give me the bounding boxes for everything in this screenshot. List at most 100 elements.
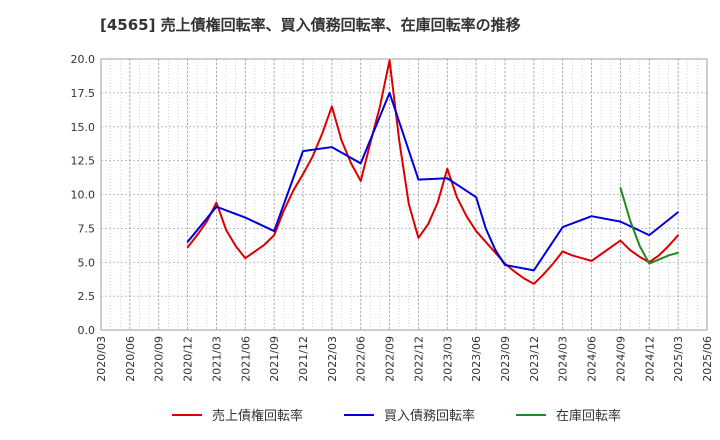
data-point: [475, 196, 477, 199]
legend-item-2: 買入債務回転率: [344, 408, 475, 424]
data-point: [484, 227, 487, 230]
x-tick-label: 2023/12: [528, 336, 541, 382]
data-point: [600, 253, 602, 255]
x-tick-label: 2024/12: [643, 336, 656, 382]
data-point: [359, 162, 362, 165]
data-point: [417, 178, 420, 181]
grid: [100, 58, 708, 331]
plot-area: [100, 58, 708, 331]
data-point: [388, 92, 391, 94]
data-point: [292, 189, 295, 192]
data-point: [456, 196, 458, 199]
data-point: [629, 219, 631, 222]
data-point: [484, 241, 487, 243]
data-point: [321, 132, 324, 135]
x-tick-label: 2024/09: [614, 336, 627, 382]
x-tick-label: 2021/06: [239, 336, 252, 382]
data-point: [234, 245, 237, 247]
data-point: [610, 246, 612, 249]
data-point: [273, 234, 275, 236]
x-tick-label: 2022/12: [412, 336, 425, 382]
data-point: [677, 234, 679, 236]
legend-label: 売上債権回転率: [212, 408, 303, 424]
data-point: [186, 246, 189, 249]
data-point: [302, 150, 304, 152]
data-point: [542, 273, 545, 276]
data-point: [196, 234, 198, 236]
legend-item-3: 在庫回転率: [516, 408, 621, 424]
data-point: [590, 260, 593, 262]
data-point: [619, 239, 622, 242]
x-tick-label: 2024/03: [557, 336, 570, 382]
x-tick-label: 2021/12: [297, 336, 310, 382]
data-point: [561, 250, 564, 253]
data-point: [504, 264, 506, 266]
data-point: [561, 226, 564, 228]
data-point: [533, 269, 535, 272]
legend: 売上債権回転率 買入債務回転率 在庫回転率: [172, 408, 621, 424]
data-point: [513, 270, 516, 273]
y-tick-label: 5.0: [78, 256, 96, 269]
data-point: [206, 220, 208, 223]
data-point: [331, 146, 333, 148]
axes: 0.0 2.5 5.0 7.5 10.0 12.5 15.0 17.5 20.0 2020/03 2…: [71, 53, 715, 382]
series-lines: [186, 59, 679, 285]
data-point: [244, 216, 247, 219]
series-line: [186, 91, 679, 272]
data-point: [436, 201, 439, 204]
data-point: [465, 215, 468, 217]
data-point: [638, 245, 641, 247]
data-point: [648, 234, 651, 236]
x-tick-label: 2022/06: [355, 336, 368, 382]
y-tick-label: 12.5: [71, 155, 96, 168]
data-point: [590, 215, 593, 217]
data-point: [658, 258, 660, 261]
y-tick-label: 17.5: [71, 87, 96, 100]
data-point: [446, 167, 449, 170]
data-point: [667, 254, 670, 257]
data-point: [638, 256, 641, 258]
data-point: [523, 277, 526, 280]
x-tick-label: 2025/06: [701, 336, 714, 382]
data-point: [302, 173, 304, 175]
y-tick-label: 20.0: [71, 53, 96, 66]
data-point: [475, 230, 477, 232]
series-2: [186, 91, 679, 272]
data-point: [282, 209, 285, 212]
x-tick-label: 2023/06: [470, 336, 483, 382]
data-point: [658, 254, 660, 257]
data-point: [446, 177, 449, 180]
y-tick-label: 7.5: [78, 222, 96, 235]
series-line: [186, 59, 679, 285]
chart-title: [4565] 売上債権回転率、買入債務回転率、在庫回転率の推移: [100, 16, 521, 34]
data-point: [629, 249, 631, 251]
x-tick-label: 2021/09: [268, 336, 281, 382]
x-tick-label: 2020/03: [95, 336, 108, 382]
x-tick-label: 2022/09: [384, 336, 397, 382]
data-point: [677, 251, 679, 254]
data-point: [359, 180, 362, 182]
data-point: [408, 203, 410, 205]
data-point: [677, 211, 679, 213]
x-tick-label: 2020/09: [153, 336, 166, 382]
data-point: [215, 201, 218, 204]
data-point: [263, 243, 266, 246]
data-point: [581, 257, 583, 259]
data-point: [427, 223, 429, 226]
y-tick-label: 2.5: [78, 290, 96, 303]
data-point: [379, 105, 381, 108]
data-point: [273, 230, 275, 232]
data-point: [350, 162, 352, 165]
data-point: [619, 186, 622, 189]
x-tick-label: 2023/03: [441, 336, 454, 382]
x-tick-label: 2021/03: [210, 336, 223, 382]
data-point: [494, 249, 497, 251]
x-tick-label: 2020/06: [124, 336, 137, 382]
data-point: [398, 139, 400, 142]
data-point: [388, 59, 391, 62]
y-tick-label: 10.0: [71, 189, 96, 202]
data-point: [667, 245, 670, 247]
data-point: [417, 237, 420, 239]
